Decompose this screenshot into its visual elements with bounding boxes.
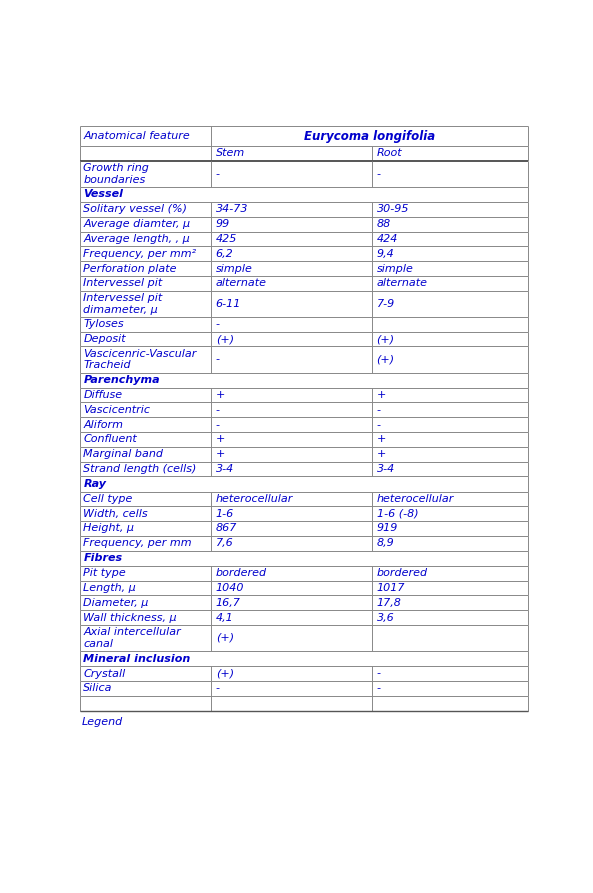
Text: Marginal band: Marginal band <box>83 449 163 459</box>
Text: Aliform: Aliform <box>83 420 123 430</box>
Text: 424: 424 <box>377 234 398 244</box>
Text: -: - <box>377 169 381 179</box>
Text: 3,6: 3,6 <box>377 613 394 622</box>
Text: Pit type: Pit type <box>83 568 126 578</box>
Text: 867: 867 <box>216 523 237 533</box>
Text: Intervessel pit: Intervessel pit <box>83 279 162 288</box>
Text: +: + <box>216 449 225 459</box>
Text: Tyloses: Tyloses <box>83 320 124 330</box>
Text: 7,6: 7,6 <box>216 538 234 548</box>
Text: Stem: Stem <box>216 148 245 158</box>
Text: 1017: 1017 <box>377 583 405 593</box>
Text: 99: 99 <box>216 219 230 230</box>
Text: 1040: 1040 <box>216 583 244 593</box>
Text: 6,2: 6,2 <box>216 249 234 259</box>
Text: Average diamter, μ: Average diamter, μ <box>83 219 190 230</box>
Text: 6-11: 6-11 <box>216 299 241 309</box>
Text: Frequency, per mm²: Frequency, per mm² <box>83 249 196 259</box>
Text: -: - <box>216 405 219 415</box>
Text: 8,9: 8,9 <box>377 538 394 548</box>
Text: alternate: alternate <box>216 279 267 288</box>
Text: alternate: alternate <box>377 279 428 288</box>
Text: Length, μ: Length, μ <box>83 583 136 593</box>
Text: Ray: Ray <box>83 479 106 489</box>
Text: Legend: Legend <box>81 716 123 727</box>
Text: Fibres: Fibres <box>83 554 122 563</box>
Text: boundaries: boundaries <box>83 175 145 185</box>
Text: Frequency, per mm: Frequency, per mm <box>83 538 192 548</box>
Text: Height, μ: Height, μ <box>83 523 135 533</box>
Text: 34-73: 34-73 <box>216 204 248 214</box>
Text: 1-6: 1-6 <box>216 509 234 519</box>
Text: Anatomical feature: Anatomical feature <box>83 131 190 141</box>
Text: 7-9: 7-9 <box>377 299 395 309</box>
Text: Cell type: Cell type <box>83 494 133 504</box>
Text: Perforation plate: Perforation plate <box>83 263 177 273</box>
Text: -: - <box>377 405 381 415</box>
Text: +: + <box>377 435 386 445</box>
Text: Diffuse: Diffuse <box>83 390 122 400</box>
Text: -: - <box>216 320 219 330</box>
Text: bordered: bordered <box>377 568 428 578</box>
Text: -: - <box>377 669 381 679</box>
Text: Crystall: Crystall <box>83 669 126 679</box>
Text: -: - <box>216 169 219 179</box>
Text: Solitary vessel (%): Solitary vessel (%) <box>83 204 187 214</box>
Text: (+): (+) <box>377 334 395 344</box>
Text: 88: 88 <box>377 219 391 230</box>
Text: -: - <box>377 420 381 430</box>
Text: -: - <box>377 683 381 693</box>
Text: -: - <box>216 683 219 693</box>
Text: (+): (+) <box>216 334 234 344</box>
Text: 30-95: 30-95 <box>377 204 409 214</box>
Text: heterocellular: heterocellular <box>377 494 454 504</box>
Text: Deposit: Deposit <box>83 334 126 344</box>
Text: Tracheid: Tracheid <box>83 360 131 371</box>
Text: Silica: Silica <box>83 683 113 693</box>
Text: heterocellular: heterocellular <box>216 494 293 504</box>
Text: 1-6 (-8): 1-6 (-8) <box>377 509 418 519</box>
Text: 17,8: 17,8 <box>377 597 401 608</box>
Text: Vascicentric: Vascicentric <box>83 405 150 415</box>
Text: (+): (+) <box>377 355 395 364</box>
Text: Wall thickness, μ: Wall thickness, μ <box>83 613 177 622</box>
Text: 9,4: 9,4 <box>377 249 394 259</box>
Text: Diameter, μ: Diameter, μ <box>83 597 149 608</box>
Text: Parenchyma: Parenchyma <box>83 375 160 385</box>
Text: 16,7: 16,7 <box>216 597 241 608</box>
Text: +: + <box>377 390 386 400</box>
Text: Root: Root <box>377 148 402 158</box>
Text: Width, cells: Width, cells <box>83 509 148 519</box>
Text: Strand length (cells): Strand length (cells) <box>83 464 197 474</box>
Text: +: + <box>216 435 225 445</box>
Text: Intervessel pit: Intervessel pit <box>83 293 162 303</box>
Text: Vessel: Vessel <box>83 189 123 199</box>
Text: dimameter, μ: dimameter, μ <box>83 305 158 314</box>
Text: bordered: bordered <box>216 568 267 578</box>
Text: 3-4: 3-4 <box>216 464 234 474</box>
Text: canal: canal <box>83 638 113 648</box>
Text: simple: simple <box>377 263 413 273</box>
Text: -: - <box>216 420 219 430</box>
Text: (+): (+) <box>216 633 234 643</box>
Text: Confluent: Confluent <box>83 435 137 445</box>
Text: Mineral inclusion: Mineral inclusion <box>83 654 190 663</box>
Text: 425: 425 <box>216 234 237 244</box>
Text: Vascicenric-Vascular: Vascicenric-Vascular <box>83 349 197 359</box>
Text: Eurycoma longifolia: Eurycoma longifolia <box>304 129 435 143</box>
Text: +: + <box>377 449 386 459</box>
Text: Growth ring: Growth ring <box>83 163 149 173</box>
Text: Average length, , μ: Average length, , μ <box>83 234 190 244</box>
Text: 4,1: 4,1 <box>216 613 234 622</box>
Text: +: + <box>216 390 225 400</box>
Text: 919: 919 <box>377 523 398 533</box>
Text: -: - <box>216 355 219 364</box>
Text: Axial intercellular: Axial intercellular <box>83 627 181 638</box>
Text: (+): (+) <box>216 669 234 679</box>
Text: simple: simple <box>216 263 253 273</box>
Text: 3-4: 3-4 <box>377 464 395 474</box>
